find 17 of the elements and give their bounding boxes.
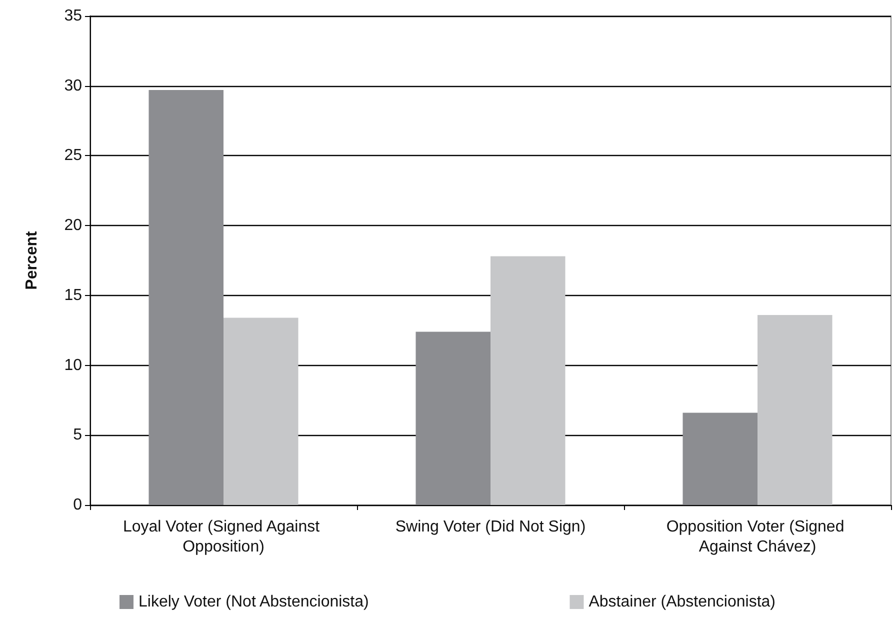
y-tick-label: 15 (64, 286, 82, 304)
y-axis-title: Percent (24, 230, 40, 290)
bar (490, 256, 566, 505)
y-tick-label: 0 (73, 496, 82, 514)
x-tick-label: Swing Voter (Did Not Sign) (395, 518, 586, 536)
legend-label: Likely Voter (Not Abstencionista) (138, 594, 369, 610)
y-tick-label: 35 (64, 8, 82, 24)
bar (224, 318, 298, 505)
legend-label: Abstainer (Abstencionista) (588, 594, 776, 610)
y-tick-label: 5 (73, 426, 82, 444)
y-tick-label: 20 (64, 217, 82, 234)
y-tick-label: 10 (64, 356, 82, 374)
x-tick-label: Loyal Voter (Signed Against Opposition) (122, 518, 324, 556)
y-tick-label: 25 (64, 147, 82, 164)
x-tick-label: Opposition Voter (Signed Against Chávez) (666, 518, 849, 556)
y-tick-label: 30 (64, 77, 82, 94)
bar (758, 314, 832, 505)
